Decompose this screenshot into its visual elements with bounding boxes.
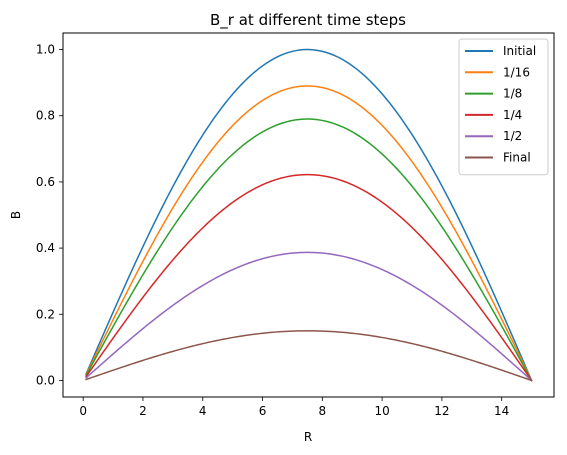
x-tick-label: 8	[319, 404, 327, 418]
legend-label: Initial	[503, 44, 536, 58]
x-tick-label: 12	[434, 404, 449, 418]
y-axis: 0.0 0.2 0.4 0.6 0.8 1.0	[36, 43, 63, 387]
legend-label: 1/2	[503, 129, 522, 143]
x-tick-label: 2	[139, 404, 147, 418]
series-line-0	[85, 48, 533, 382]
legend-label: Final	[503, 151, 531, 165]
series-line-4	[85, 251, 533, 382]
series-line-3	[85, 173, 533, 382]
y-tick-label: 0.8	[36, 109, 55, 123]
x-tick-label: 6	[259, 404, 267, 418]
chart-title: B_r at different time steps	[210, 11, 406, 30]
legend: Initial 1/16 1/8 1/4 1/2 Final	[458, 38, 549, 176]
x-tick-label: 14	[494, 404, 509, 418]
y-axis-label: B	[9, 211, 23, 219]
y-tick-label: 0.2	[36, 307, 55, 321]
x-axis-label: R	[304, 430, 312, 444]
series-line-2	[85, 118, 533, 382]
x-tick-label: 0	[79, 404, 87, 418]
series-line-5	[85, 330, 533, 382]
x-tick-label: 10	[374, 404, 389, 418]
series-line-1	[85, 85, 533, 382]
legend-label: 1/4	[503, 108, 522, 122]
y-tick-label: 0.0	[36, 373, 55, 387]
legend-label: 1/8	[503, 87, 522, 101]
y-tick-label: 0.4	[36, 241, 55, 255]
plot-frame	[62, 32, 555, 398]
x-axis: 0 2 4 6 8 10 12 14	[79, 397, 509, 418]
plot-lines	[85, 48, 533, 382]
y-tick-label: 0.6	[36, 175, 55, 189]
x-tick-label: 4	[199, 404, 207, 418]
y-tick-label: 1.0	[36, 43, 55, 57]
legend-label: 1/16	[503, 65, 530, 79]
